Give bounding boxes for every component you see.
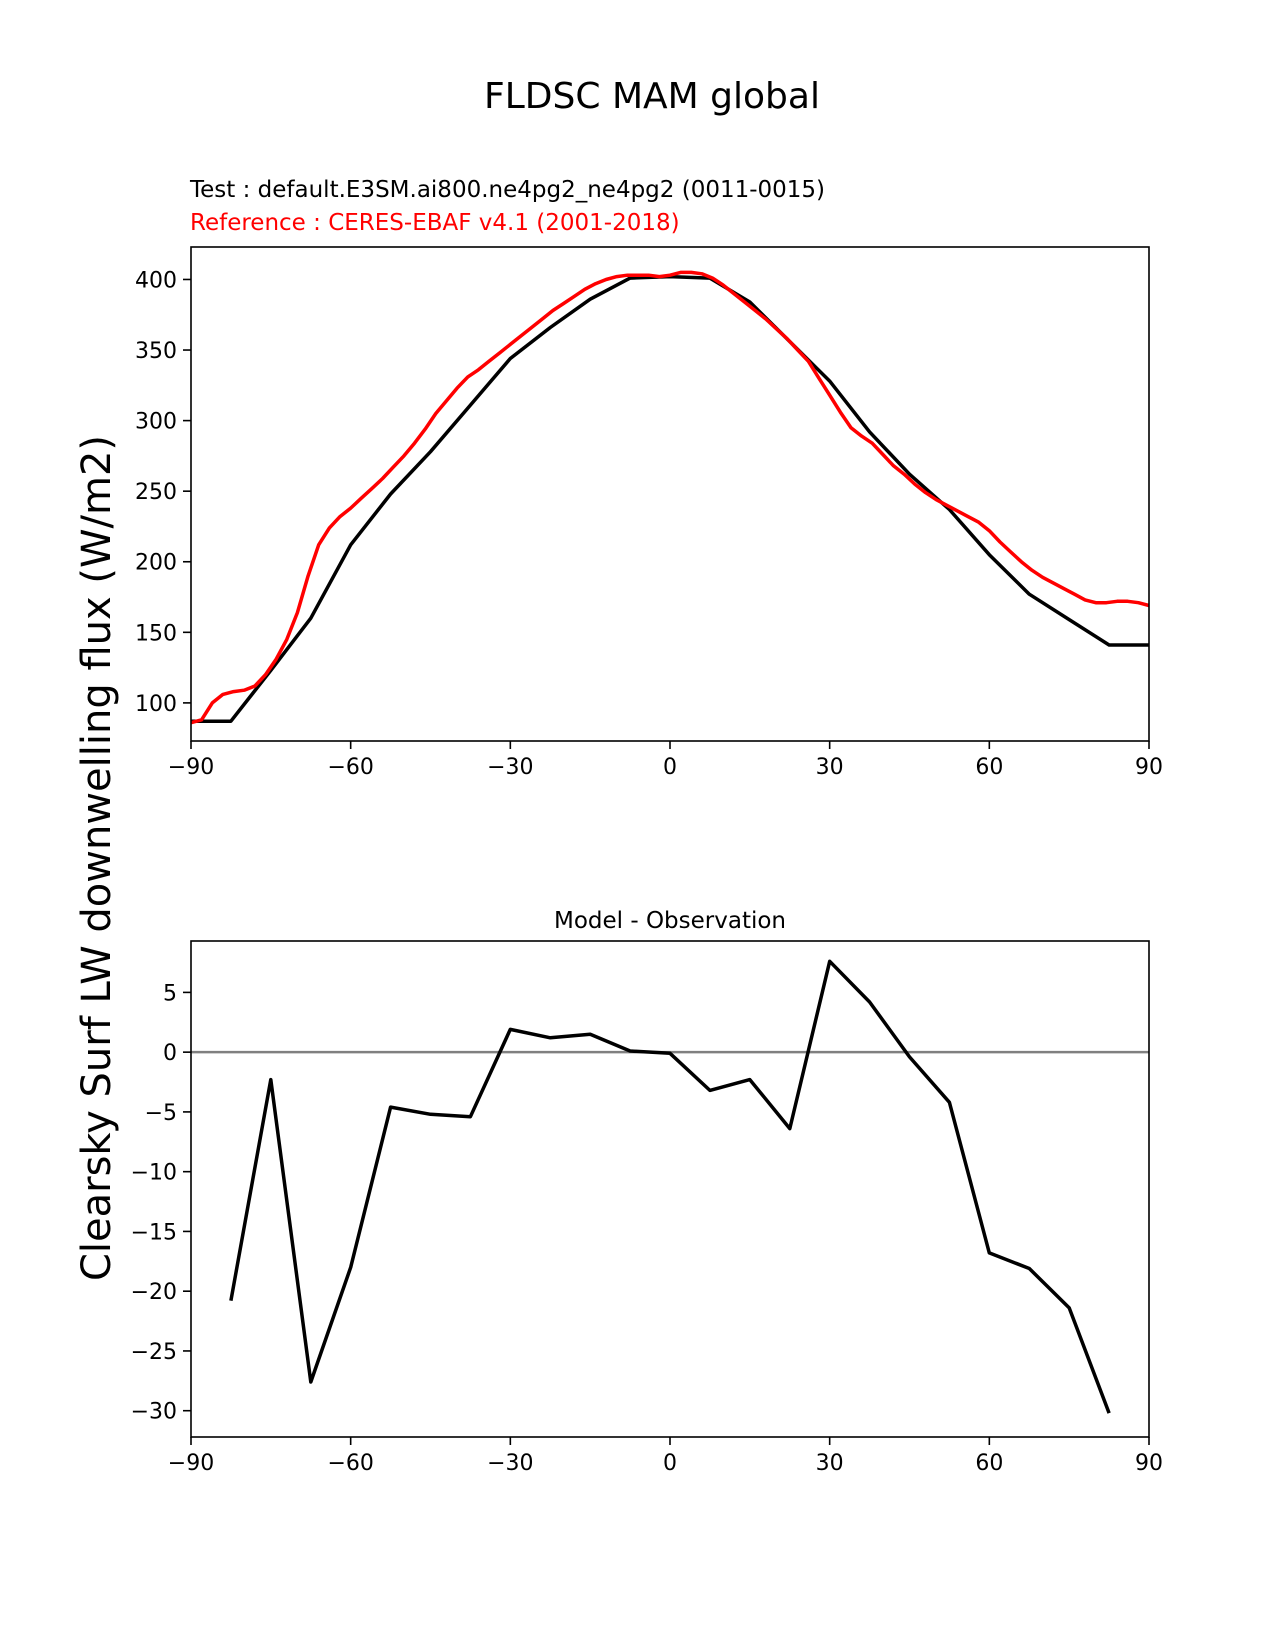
y-tick-label: 0 <box>163 1041 177 1066</box>
reference-label: Reference : CERES-EBAF v4.1 (2001-2018) <box>190 210 680 236</box>
y-tick-label: 150 <box>135 621 177 646</box>
x-tick-label: −30 <box>487 1451 533 1476</box>
y-tick-label: 200 <box>135 551 177 576</box>
x-tick-label: −90 <box>168 755 214 780</box>
y-tick-label: −10 <box>131 1161 177 1186</box>
y-tick-label: 400 <box>135 268 177 293</box>
test-series-line <box>229 959 1111 1414</box>
x-tick-label: 90 <box>1135 755 1163 780</box>
panel-title: Model - Observation <box>554 908 786 934</box>
figure-title: FLDSC MAM global <box>484 76 820 117</box>
reference-series-line <box>190 270 1150 725</box>
axes-frame <box>190 246 1150 742</box>
y-tick-label: −15 <box>131 1220 177 1245</box>
x-tick-label: 90 <box>1135 1451 1163 1476</box>
x-tick-label: −60 <box>327 1451 373 1476</box>
test-series-line <box>191 274 1149 723</box>
x-tick-label: 60 <box>975 755 1003 780</box>
y-tick-label: 250 <box>135 480 177 505</box>
top-panel: −90 −60 −30 0 30 60 90 100 150 200 250 300 350 400 <box>135 246 1163 780</box>
y-tick-label: −25 <box>131 1340 177 1365</box>
x-tick-label: 30 <box>816 1451 844 1476</box>
y-tick-label: 350 <box>135 339 177 364</box>
y-tick-label: −30 <box>131 1400 177 1425</box>
difference-panel: Model - Observation −90 −60 −30 0 30 60 90 5 0 −5 −… <box>131 908 1163 1476</box>
axes-frame <box>190 940 1150 1438</box>
y-tick-label: 100 <box>135 692 177 717</box>
y-tick-label: −5 <box>145 1101 177 1126</box>
x-tick-label: 60 <box>975 1451 1003 1476</box>
y-axis-label: Clearsky Surf LW downwelling flux (W/m2) <box>74 435 120 1281</box>
y-tick-label: 5 <box>163 981 177 1006</box>
x-tick-label: 0 <box>663 1451 677 1476</box>
y-tick-label: 300 <box>135 410 177 435</box>
x-tick-label: −30 <box>487 755 533 780</box>
test-label: Test : default.E3SM.ai800.ne4pg2_ne4pg2 … <box>189 177 825 203</box>
x-tick-label: 0 <box>663 755 677 780</box>
x-tick-label: −60 <box>327 755 373 780</box>
y-tick-label: −20 <box>131 1280 177 1305</box>
x-tick-label: −90 <box>168 1451 214 1476</box>
x-tick-label: 30 <box>816 755 844 780</box>
